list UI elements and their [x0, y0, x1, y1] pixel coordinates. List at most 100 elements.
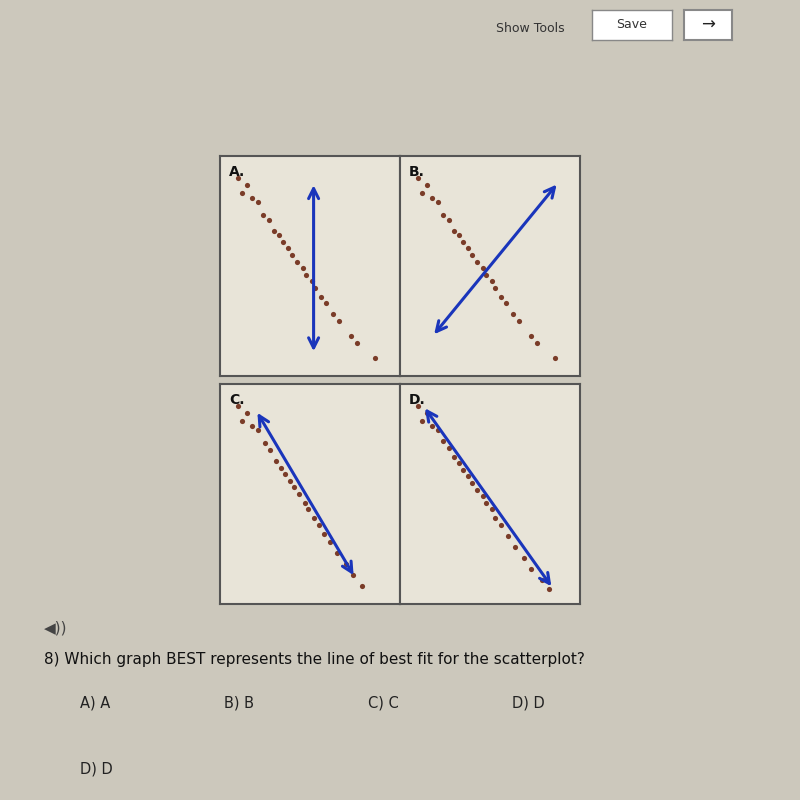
- Point: [284, 474, 297, 487]
- Point: [448, 450, 461, 463]
- Point: [549, 352, 562, 365]
- Point: [339, 558, 352, 571]
- Point: [246, 191, 259, 204]
- Point: [512, 314, 525, 327]
- Point: [471, 483, 484, 496]
- Point: [509, 541, 522, 554]
- Point: [277, 235, 290, 248]
- Point: [421, 178, 434, 191]
- Point: [466, 477, 478, 490]
- Text: C.: C.: [229, 393, 245, 406]
- Point: [235, 415, 248, 428]
- Point: [298, 496, 311, 510]
- Point: [426, 419, 438, 432]
- Text: B.: B.: [409, 165, 425, 178]
- Point: [462, 242, 475, 254]
- Point: [442, 442, 455, 454]
- Point: [282, 242, 295, 254]
- Point: [480, 496, 493, 510]
- Point: [241, 406, 254, 419]
- Point: [287, 481, 300, 494]
- Point: [448, 224, 461, 237]
- Point: [251, 424, 264, 437]
- Point: [300, 268, 313, 281]
- Point: [426, 191, 438, 204]
- Point: [466, 249, 478, 262]
- Point: [241, 178, 254, 191]
- Point: [267, 224, 281, 237]
- Point: [453, 457, 466, 470]
- Point: [453, 229, 466, 242]
- Text: ◀)): ◀)): [44, 621, 67, 635]
- Point: [525, 562, 538, 575]
- Point: [323, 536, 336, 549]
- Point: [309, 282, 322, 294]
- Point: [347, 569, 360, 582]
- Point: [431, 196, 444, 209]
- Text: D.: D.: [409, 393, 426, 406]
- Point: [442, 214, 455, 226]
- Point: [437, 209, 450, 222]
- Point: [264, 443, 277, 456]
- Point: [356, 580, 369, 593]
- Point: [411, 400, 424, 413]
- Point: [251, 196, 264, 209]
- Point: [477, 490, 490, 502]
- Point: [543, 582, 556, 595]
- Point: [246, 419, 259, 432]
- Point: [350, 337, 363, 350]
- Point: [278, 468, 291, 481]
- Point: [411, 172, 424, 185]
- Point: [486, 275, 498, 288]
- Point: [415, 187, 428, 200]
- Point: [494, 518, 507, 531]
- Point: [330, 547, 343, 560]
- Point: [306, 275, 318, 288]
- Point: [327, 308, 340, 321]
- Point: [345, 330, 358, 342]
- Text: D) D: D) D: [512, 696, 545, 711]
- Point: [477, 262, 490, 274]
- Point: [437, 435, 450, 448]
- Text: Show Tools: Show Tools: [496, 22, 565, 34]
- Point: [507, 308, 520, 321]
- Point: [232, 172, 245, 185]
- Point: [293, 487, 306, 501]
- Point: [502, 530, 514, 542]
- Point: [262, 214, 275, 226]
- Point: [471, 255, 484, 268]
- Point: [489, 282, 502, 294]
- Text: A.: A.: [229, 165, 246, 178]
- Point: [333, 314, 346, 327]
- Point: [500, 297, 513, 310]
- Point: [275, 461, 288, 474]
- Point: [489, 512, 502, 525]
- Point: [314, 290, 327, 303]
- Point: [457, 235, 470, 248]
- Point: [235, 187, 248, 200]
- Text: C) C: C) C: [368, 696, 398, 711]
- Point: [257, 209, 270, 222]
- Text: A) A: A) A: [80, 696, 110, 711]
- Point: [494, 290, 507, 303]
- Point: [486, 503, 498, 516]
- Text: D) D: D) D: [80, 762, 113, 777]
- Text: B) B: B) B: [224, 696, 254, 711]
- Point: [258, 437, 271, 450]
- Point: [313, 518, 326, 531]
- Point: [431, 424, 444, 437]
- Point: [296, 262, 309, 274]
- Point: [320, 297, 333, 310]
- Point: [302, 503, 314, 516]
- Point: [480, 268, 493, 281]
- Point: [232, 400, 245, 413]
- Point: [518, 551, 530, 564]
- Point: [530, 337, 543, 350]
- Point: [273, 229, 286, 242]
- Point: [318, 527, 331, 540]
- Point: [291, 255, 304, 268]
- Text: Save: Save: [617, 18, 647, 31]
- Point: [457, 463, 470, 476]
- Point: [536, 574, 549, 586]
- Point: [270, 454, 282, 467]
